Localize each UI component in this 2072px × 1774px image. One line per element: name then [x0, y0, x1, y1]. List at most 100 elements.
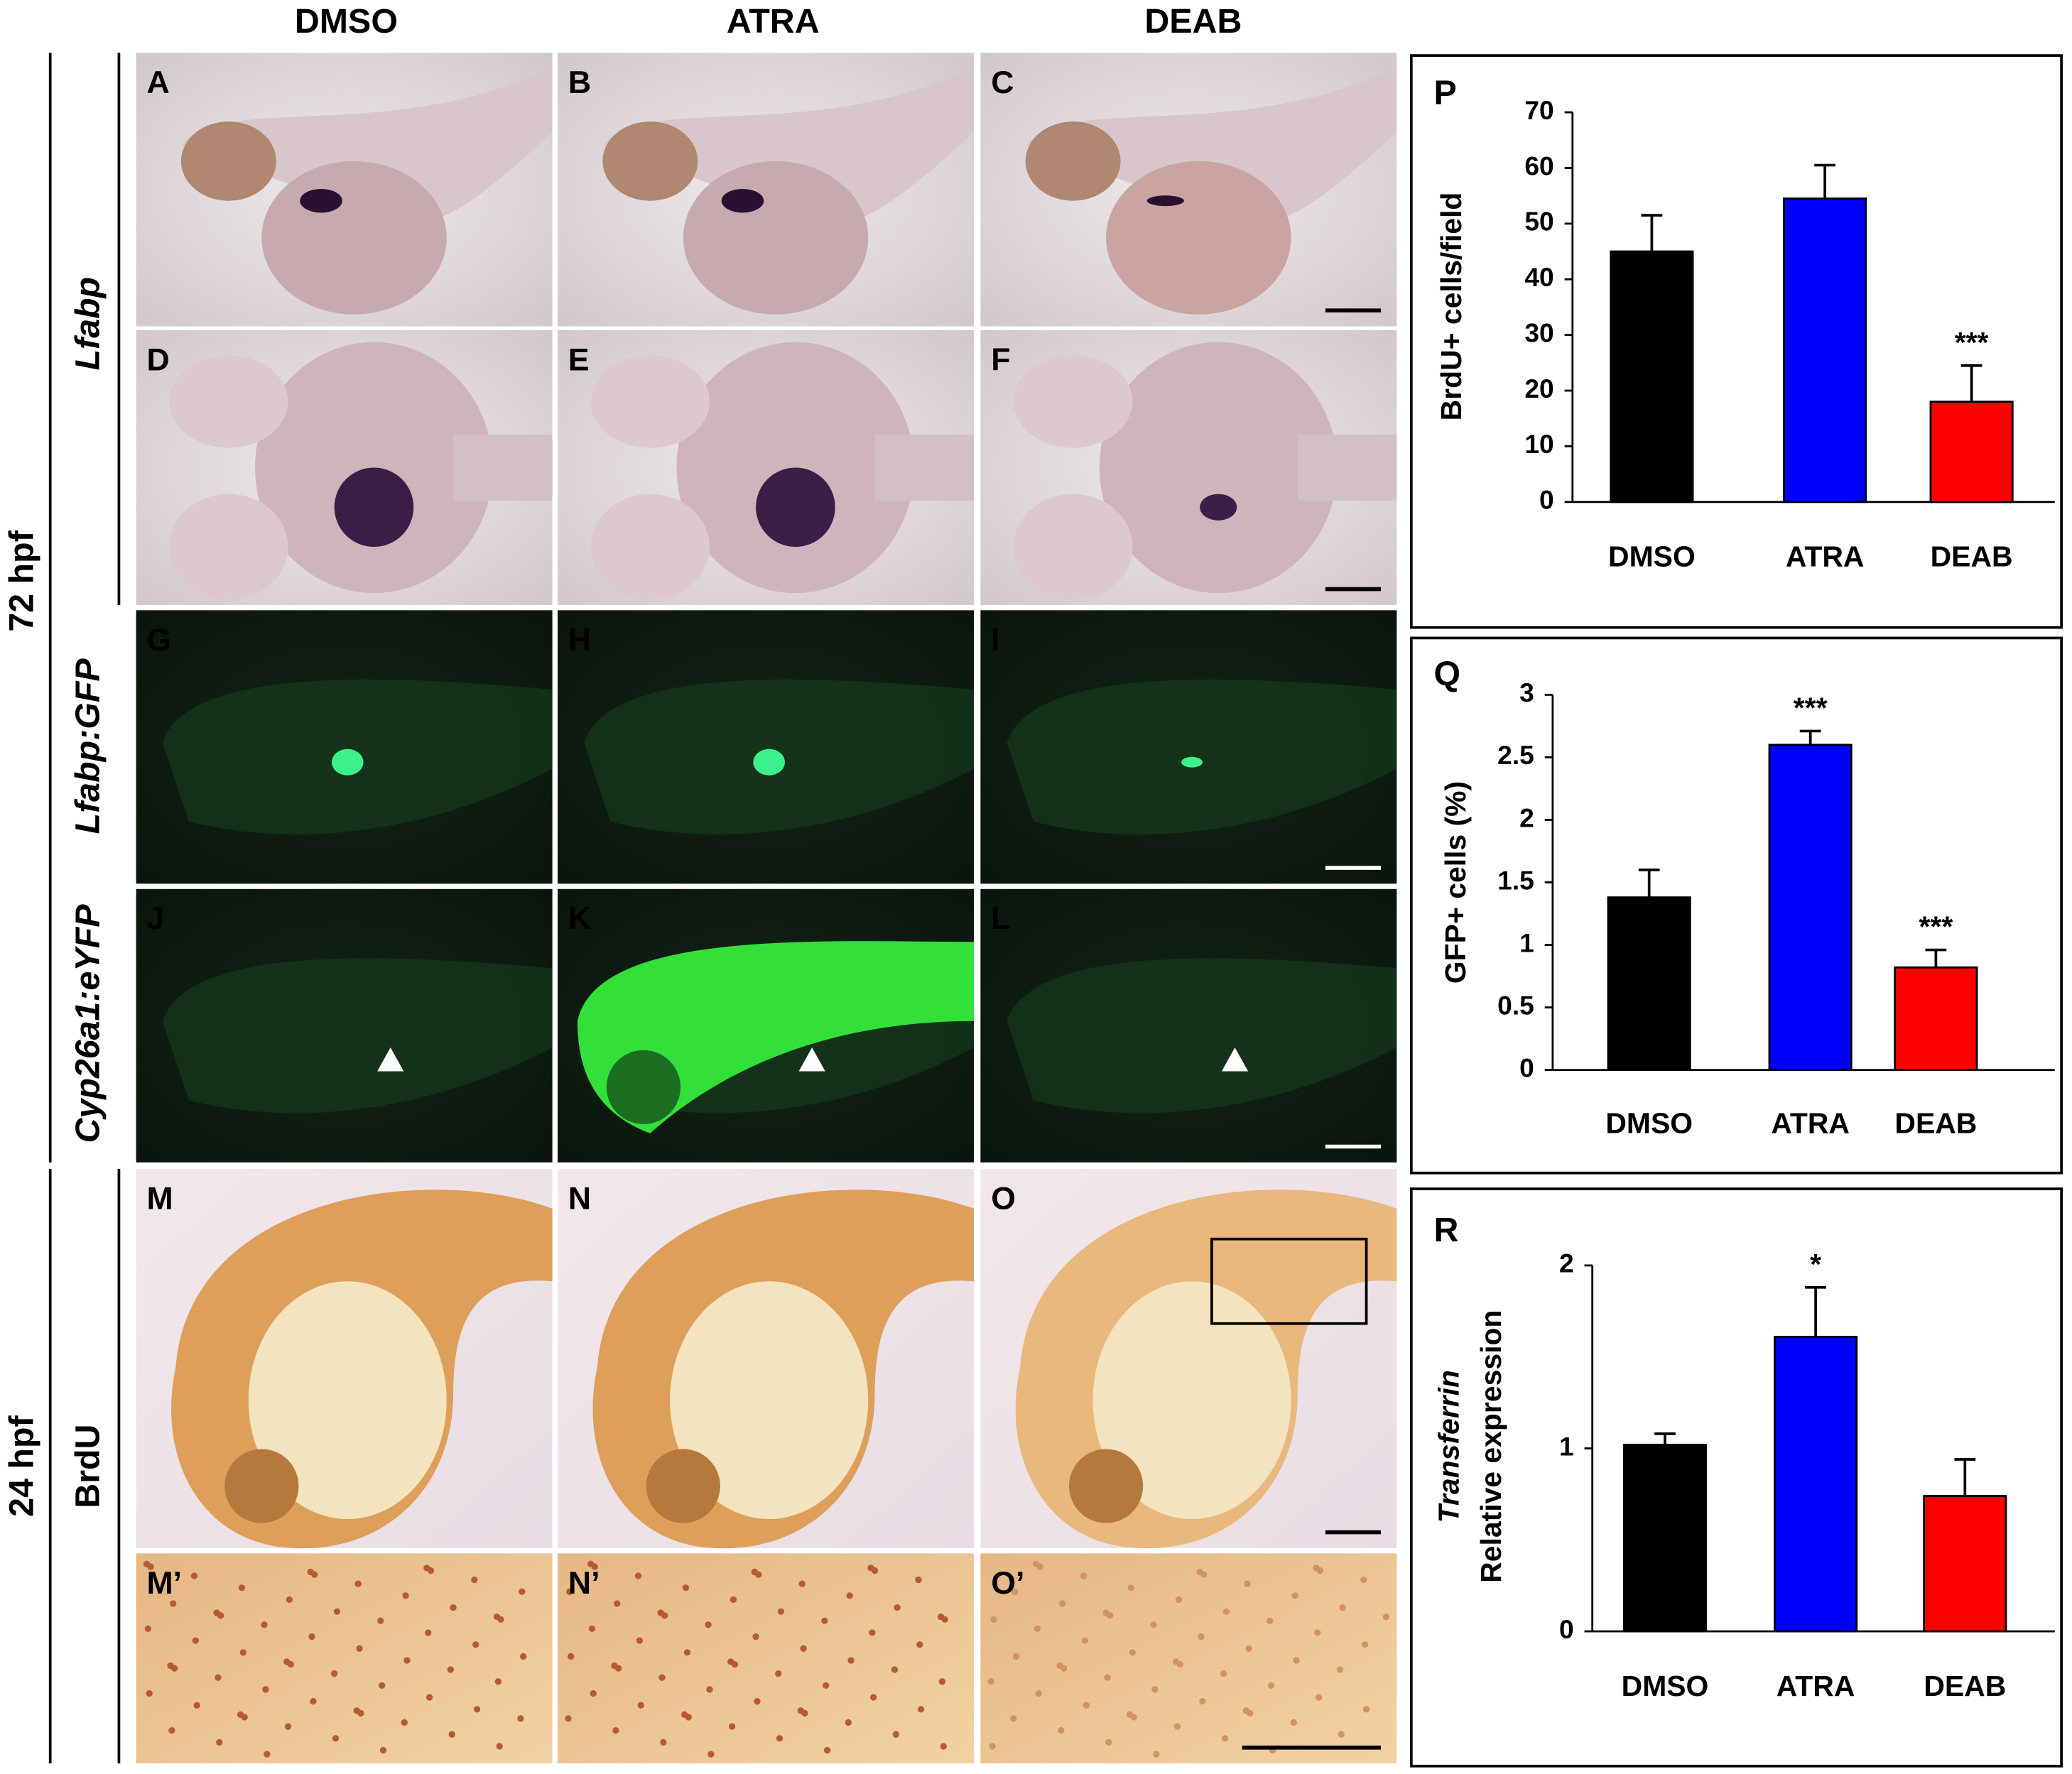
column-header: DMSO	[295, 2, 398, 40]
nucleus	[147, 1563, 154, 1570]
zoom-box	[1210, 1237, 1368, 1325]
nucleus	[705, 1621, 712, 1628]
nucleus	[146, 1689, 153, 1697]
nucleus	[894, 1604, 901, 1611]
gfp-liver	[331, 749, 364, 776]
yolk	[1092, 1281, 1291, 1520]
eye	[1025, 121, 1121, 201]
nucleus	[1107, 1612, 1114, 1619]
eye	[169, 494, 288, 600]
y-tick-label: 50	[1524, 207, 1553, 236]
nucleus	[823, 1682, 830, 1689]
marker-label: Cyp26a1:eYFP	[68, 904, 107, 1143]
nucleus	[1245, 1645, 1252, 1652]
micrograph: B	[558, 53, 975, 327]
y-tick-label: 0	[1559, 1614, 1574, 1644]
nucleus	[940, 1743, 947, 1750]
y-axis-label: Transferrin	[1432, 1370, 1465, 1523]
error-bar	[1638, 869, 1660, 898]
marker-label: BrdU	[68, 1425, 107, 1508]
image-background	[980, 1553, 1397, 1764]
yolk	[261, 160, 447, 315]
y-tick-label: 2.5	[1497, 740, 1534, 770]
nucleus	[800, 1645, 807, 1652]
nucleus	[915, 1576, 922, 1584]
nucleus	[496, 1743, 503, 1750]
nucleus	[729, 1596, 737, 1604]
nucleus	[1221, 1735, 1229, 1742]
nucleus	[472, 1641, 479, 1648]
nucleus	[916, 1641, 923, 1648]
nucleus	[1266, 1617, 1274, 1624]
nucleus	[168, 1726, 175, 1734]
nucleus	[1267, 1682, 1275, 1689]
nucleus	[568, 1653, 575, 1660]
nucleus	[357, 1709, 364, 1717]
yolk	[248, 1281, 447, 1520]
bar-chart: Q GFP+ cells (%) 0 0.5 1 1.5 2 2.5 3 DMSO ATRA DEAB…	[1409, 636, 2063, 1175]
nucleus	[989, 1743, 996, 1750]
y-tick-label: 0	[1539, 485, 1554, 515]
nucleus	[614, 1665, 622, 1672]
panel-label: A	[146, 65, 169, 100]
micrograph: O	[980, 1169, 1397, 1549]
x-tick-label: DEAB	[1931, 540, 2013, 573]
y-tick-label: 3	[1519, 678, 1534, 707]
nucleus	[707, 1751, 715, 1758]
panel-label: G	[146, 623, 171, 658]
nucleus	[590, 1689, 597, 1697]
nucleus	[425, 1629, 432, 1636]
y-tick-label: 0	[1519, 1052, 1534, 1082]
embryo-outline	[1007, 679, 1397, 834]
chart-panel-label: P	[1433, 74, 1456, 112]
y-tick-label: 10	[1524, 429, 1553, 459]
micrograph: K	[558, 888, 975, 1163]
nucleus	[821, 1617, 828, 1624]
nucleus	[1034, 1625, 1041, 1633]
panel-label: I	[991, 623, 999, 658]
nucleus	[1293, 1657, 1300, 1664]
panel-label: B	[568, 65, 591, 100]
nucleus	[1244, 1580, 1251, 1587]
nucleus	[706, 1686, 713, 1693]
nucleus	[494, 1678, 501, 1685]
nucleus	[238, 1584, 246, 1591]
nucleus	[1338, 1731, 1345, 1738]
nucleus	[308, 1633, 315, 1640]
bar	[1607, 896, 1691, 1072]
nucleus	[1175, 1596, 1183, 1604]
micrograph: O’	[980, 1553, 1397, 1764]
bar	[1783, 197, 1867, 504]
x-tick-label: DEAB	[1894, 1107, 1977, 1140]
y-tick-label: 2	[1519, 802, 1534, 832]
y-tick-label: 2	[1559, 1248, 1574, 1278]
nucleus	[1035, 1689, 1042, 1697]
y-tick-label: 20	[1524, 374, 1553, 403]
eye	[590, 494, 710, 600]
y-axis-label: Relative expression	[1475, 1310, 1507, 1583]
chart-panel-label: R	[1433, 1211, 1458, 1249]
y-axis-label: BrdU+ cells/field	[1435, 192, 1468, 421]
nucleus	[685, 1714, 692, 1721]
panel-label: K	[568, 901, 591, 936]
nucleus	[869, 1629, 876, 1636]
panel-label: O	[991, 1182, 1016, 1217]
micrograph: I	[980, 610, 1397, 884]
x-tick-label: ATRA	[1777, 1670, 1855, 1702]
nucleus	[287, 1660, 294, 1668]
marker-label: Lfabp:GFP	[68, 658, 107, 834]
nucleus	[591, 1563, 598, 1570]
nucleus	[447, 1666, 455, 1673]
yolk	[1106, 160, 1291, 315]
arrowhead	[798, 1047, 825, 1072]
micrograph: N’	[558, 1553, 975, 1764]
gfp-liver	[1181, 756, 1203, 768]
nucleus	[918, 1706, 925, 1713]
bar-chart: P BrdU+ cells/field 0 10 20 30 40 50 60 70 DMSO ATR…	[1409, 54, 2063, 629]
nucleus	[658, 1674, 666, 1681]
nucleus	[450, 1604, 457, 1611]
yolk	[670, 1281, 869, 1520]
y-axis-label: GFP+ cells (%)	[1439, 781, 1472, 984]
micrograph: D	[136, 330, 553, 605]
nucleus	[845, 1719, 852, 1726]
